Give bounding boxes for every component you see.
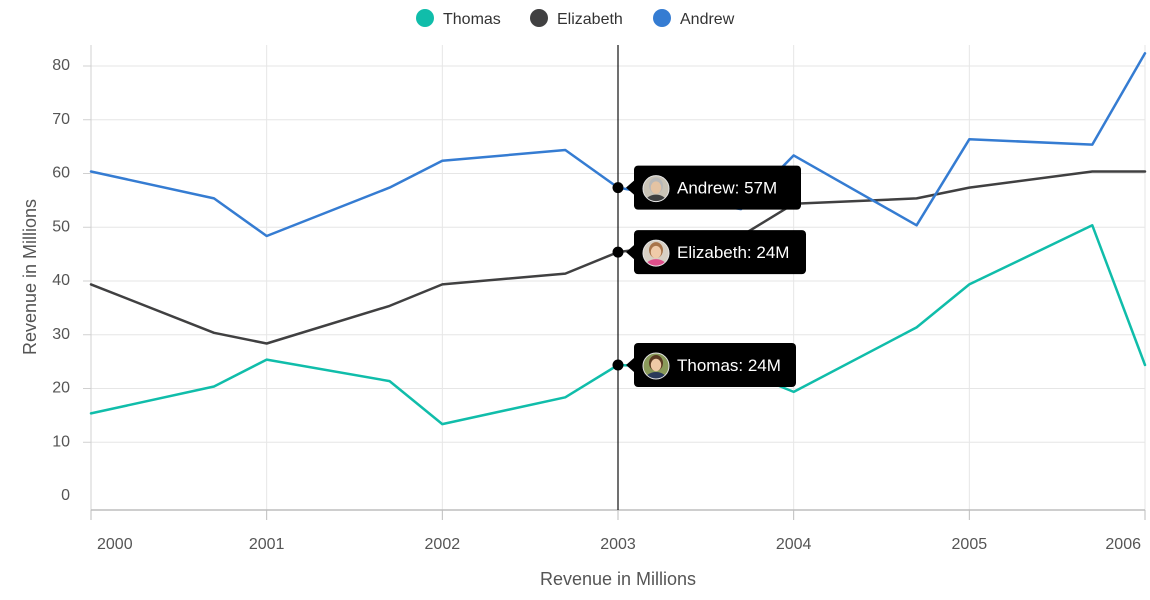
x-tick-label: 2000 (97, 536, 133, 553)
x-tick-label: 2001 (249, 536, 285, 553)
tooltips: Andrew: 57M Elizabeth: 24M Thomas: 24M (612, 165, 806, 387)
tooltip-box (634, 343, 796, 387)
tooltip-marker (612, 182, 624, 194)
y-tick-label: 40 (52, 272, 70, 289)
tooltip-marker (612, 359, 624, 371)
tooltip-label: Elizabeth: 24M (677, 243, 789, 262)
tooltip-pointer (626, 358, 634, 372)
legend-label: Andrew (680, 11, 735, 28)
legend-label: Elizabeth (557, 11, 623, 28)
person-avatar-thomas (642, 352, 670, 380)
legend-marker (416, 9, 434, 27)
y-axis-title: Revenue in Millions (20, 199, 40, 355)
y-tick-label: 60 (52, 165, 70, 182)
y-tick-label: 70 (52, 111, 70, 128)
axes: 0 10 20 30 40 50 60 70 80 2000 2001 2002 2003 2004 200… (52, 45, 1146, 553)
tooltip-pointer (626, 245, 634, 260)
x-axis-title: Revenue in Millions (540, 569, 696, 589)
tooltip-elizabeth: Elizabeth: 24M (612, 230, 806, 275)
x-tick-label: 2003 (600, 536, 636, 553)
tooltip-andrew: Andrew: 57M (612, 165, 801, 210)
person-avatar-andrew (642, 175, 670, 203)
legend-item-andrew[interactable]: Andrew (653, 9, 735, 28)
legend-label: Thomas (443, 11, 501, 28)
legend-item-elizabeth[interactable]: Elizabeth (530, 9, 623, 28)
y-tick-label: 50 (52, 218, 70, 235)
y-tick-label: 20 (52, 380, 70, 397)
y-tick-label: 80 (52, 57, 70, 74)
tooltip-marker (612, 246, 624, 258)
tooltip-thomas: Thomas: 24M (612, 343, 796, 387)
x-tick-label: 2004 (776, 536, 812, 553)
tooltip-label: Thomas: 24M (677, 356, 781, 375)
person-avatar-elizabeth (642, 239, 670, 267)
tooltip-box (634, 165, 801, 210)
tooltip-pointer (626, 180, 634, 195)
x-tick-label: 2006 (1105, 536, 1141, 553)
tooltip-label: Andrew: 57M (677, 179, 777, 198)
y-tick-label: 10 (52, 433, 70, 450)
legend: Thomas Elizabeth Andrew (416, 9, 735, 28)
legend-marker (530, 9, 548, 27)
legend-item-thomas[interactable]: Thomas (416, 9, 501, 28)
y-tick-label: 0 (61, 487, 70, 504)
x-tick-label: 2005 (952, 536, 988, 553)
legend-marker (653, 9, 671, 27)
x-tick-label: 2002 (425, 536, 461, 553)
tooltip-box (634, 230, 806, 275)
y-tick-label: 30 (52, 326, 70, 343)
